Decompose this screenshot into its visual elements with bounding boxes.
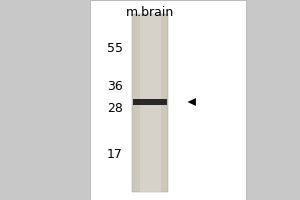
Text: 36: 36 bbox=[107, 80, 123, 92]
Polygon shape bbox=[188, 98, 196, 106]
Bar bbox=[133, 99, 167, 105]
Bar bbox=[140, 14, 160, 192]
Text: 28: 28 bbox=[107, 102, 123, 114]
Bar bbox=[132, 14, 168, 192]
Text: 17: 17 bbox=[107, 148, 123, 160]
Bar bbox=[90, 0, 246, 200]
Text: 55: 55 bbox=[107, 42, 123, 54]
Text: m.brain: m.brain bbox=[126, 6, 174, 19]
